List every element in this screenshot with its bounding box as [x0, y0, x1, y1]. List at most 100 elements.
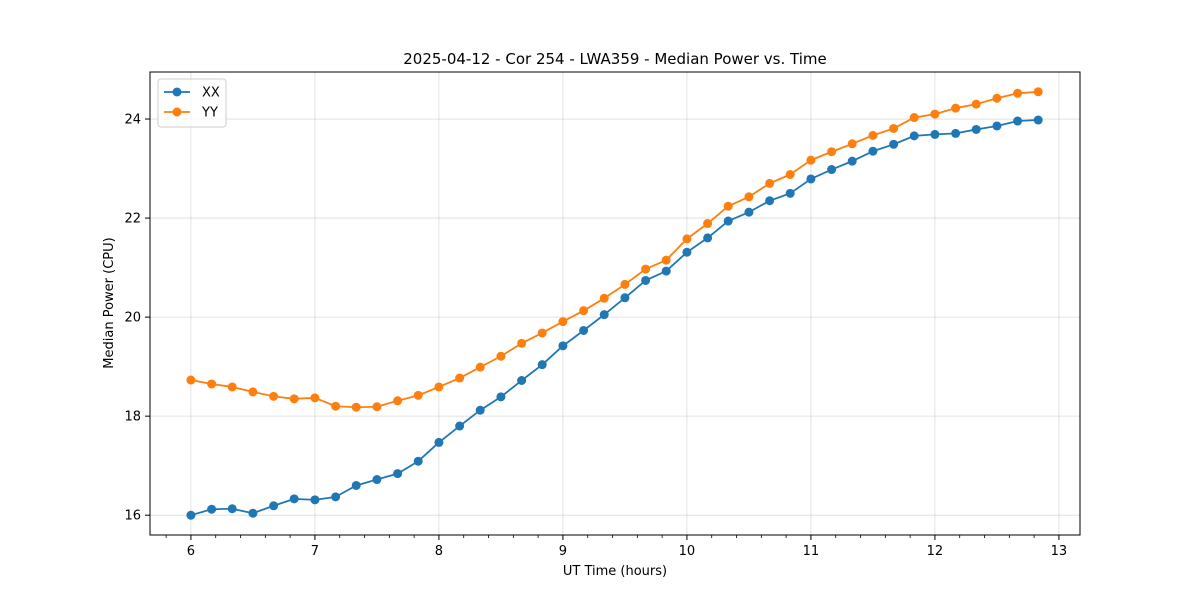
- data-point-yy: [289, 394, 299, 404]
- data-point-xx: [971, 124, 981, 134]
- data-point-yy: [682, 234, 692, 244]
- data-point-xx: [723, 216, 733, 226]
- data-point-yy: [537, 328, 547, 338]
- data-point-yy: [393, 396, 403, 406]
- chart-title: 2025-04-12 - Cor 254 - LWA359 - Median P…: [403, 50, 827, 68]
- data-point-xx: [889, 139, 899, 149]
- data-point-xx: [599, 310, 609, 320]
- data-point-xx: [496, 392, 506, 402]
- data-point-xx: [351, 480, 361, 490]
- data-point-yy: [703, 219, 713, 229]
- y-tick-label: 18: [124, 410, 141, 425]
- data-point-xx: [455, 421, 465, 431]
- data-point-yy: [951, 103, 961, 113]
- data-point-xx: [207, 504, 217, 514]
- data-point-xx: [331, 492, 341, 502]
- data-point-yy: [620, 279, 630, 289]
- data-point-xx: [413, 456, 423, 466]
- data-point-yy: [599, 293, 609, 303]
- x-tick-label: 11: [803, 544, 820, 559]
- data-point-yy: [579, 306, 589, 316]
- data-point-yy: [868, 130, 878, 140]
- grid: [150, 72, 1080, 535]
- data-point-yy: [310, 393, 320, 403]
- data-point-yy: [248, 387, 258, 397]
- data-point-xx: [827, 165, 837, 175]
- data-point-yy: [765, 178, 775, 188]
- data-point-yy: [475, 362, 485, 372]
- legend-label-xx: XX: [202, 86, 220, 101]
- data-point-yy: [847, 139, 857, 149]
- data-point-yy: [1033, 87, 1043, 97]
- data-point-yy: [992, 93, 1002, 103]
- legend: XX YY: [157, 78, 227, 128]
- data-point-xx: [537, 360, 547, 370]
- data-point-xx: [765, 196, 775, 206]
- data-point-yy: [723, 201, 733, 211]
- y-tick-label: 24: [124, 113, 141, 128]
- data-point-xx: [1033, 115, 1043, 125]
- plot-frame: [149, 71, 1081, 536]
- data-point-yy: [351, 402, 361, 412]
- x-tick-label: 9: [559, 544, 567, 559]
- data-point-xx: [847, 156, 857, 166]
- x-tick-label: 7: [311, 544, 319, 559]
- data-point-xx: [434, 437, 444, 447]
- data-point-yy: [930, 109, 940, 119]
- data-point-xx: [393, 469, 403, 479]
- y-axis-label: Median Power (CPU): [102, 237, 117, 368]
- data-point-yy: [827, 147, 837, 157]
- data-point-yy: [434, 382, 444, 392]
- data-point-yy: [558, 317, 568, 327]
- data-point-yy: [971, 99, 981, 109]
- data-point-xx: [682, 247, 692, 257]
- data-point-xx: [475, 405, 485, 415]
- legend-marker-xx: [172, 87, 182, 97]
- data-point-yy: [909, 113, 919, 123]
- x-tick-label: 10: [679, 544, 696, 559]
- y-tick-label: 22: [124, 212, 141, 227]
- x-tick-label: 8: [435, 544, 443, 559]
- data-point-yy: [413, 390, 423, 400]
- data-point-xx: [641, 275, 651, 285]
- data-point-xx: [785, 188, 795, 198]
- data-point-xx: [227, 504, 237, 514]
- data-point-xx: [248, 508, 258, 518]
- data-point-xx: [1013, 116, 1023, 126]
- data-point-xx: [517, 376, 527, 386]
- data-point-xx: [579, 325, 589, 335]
- data-point-xx: [269, 501, 279, 511]
- y-tick-label: 20: [124, 311, 141, 326]
- data-point-yy: [517, 338, 527, 348]
- data-point-yy: [269, 391, 279, 401]
- data-point-yy: [331, 401, 341, 411]
- data-point-yy: [1013, 88, 1023, 98]
- ticks: 6 7 8 9 10 11 12 13 16 18 20 22 24: [124, 113, 1067, 559]
- data-point-xx: [951, 128, 961, 138]
- data-point-xx: [620, 293, 630, 303]
- data-point-xx: [868, 146, 878, 156]
- data-point-xx: [558, 341, 568, 351]
- data-point-xx: [703, 233, 713, 243]
- data-point-yy: [207, 379, 217, 389]
- x-tick-label: 6: [187, 544, 195, 559]
- legend-label-yy: YY: [201, 106, 218, 121]
- x-tick-label: 12: [927, 544, 944, 559]
- data-point-xx: [930, 129, 940, 139]
- data-point-yy: [889, 123, 899, 133]
- x-axis-label: UT Time (hours): [563, 564, 667, 579]
- y-tick-label: 16: [124, 509, 141, 524]
- data-point-xx: [744, 207, 754, 217]
- data-point-xx: [909, 131, 919, 141]
- data-point-yy: [496, 351, 506, 361]
- data-point-yy: [785, 170, 795, 180]
- x-tick-label: 13: [1051, 544, 1068, 559]
- data-point-yy: [641, 264, 651, 274]
- data-point-yy: [744, 192, 754, 202]
- data-point-yy: [661, 255, 671, 265]
- data-point-xx: [992, 121, 1002, 131]
- data-point-xx: [186, 510, 196, 520]
- data-point-yy: [455, 373, 465, 383]
- data-point-yy: [372, 402, 382, 412]
